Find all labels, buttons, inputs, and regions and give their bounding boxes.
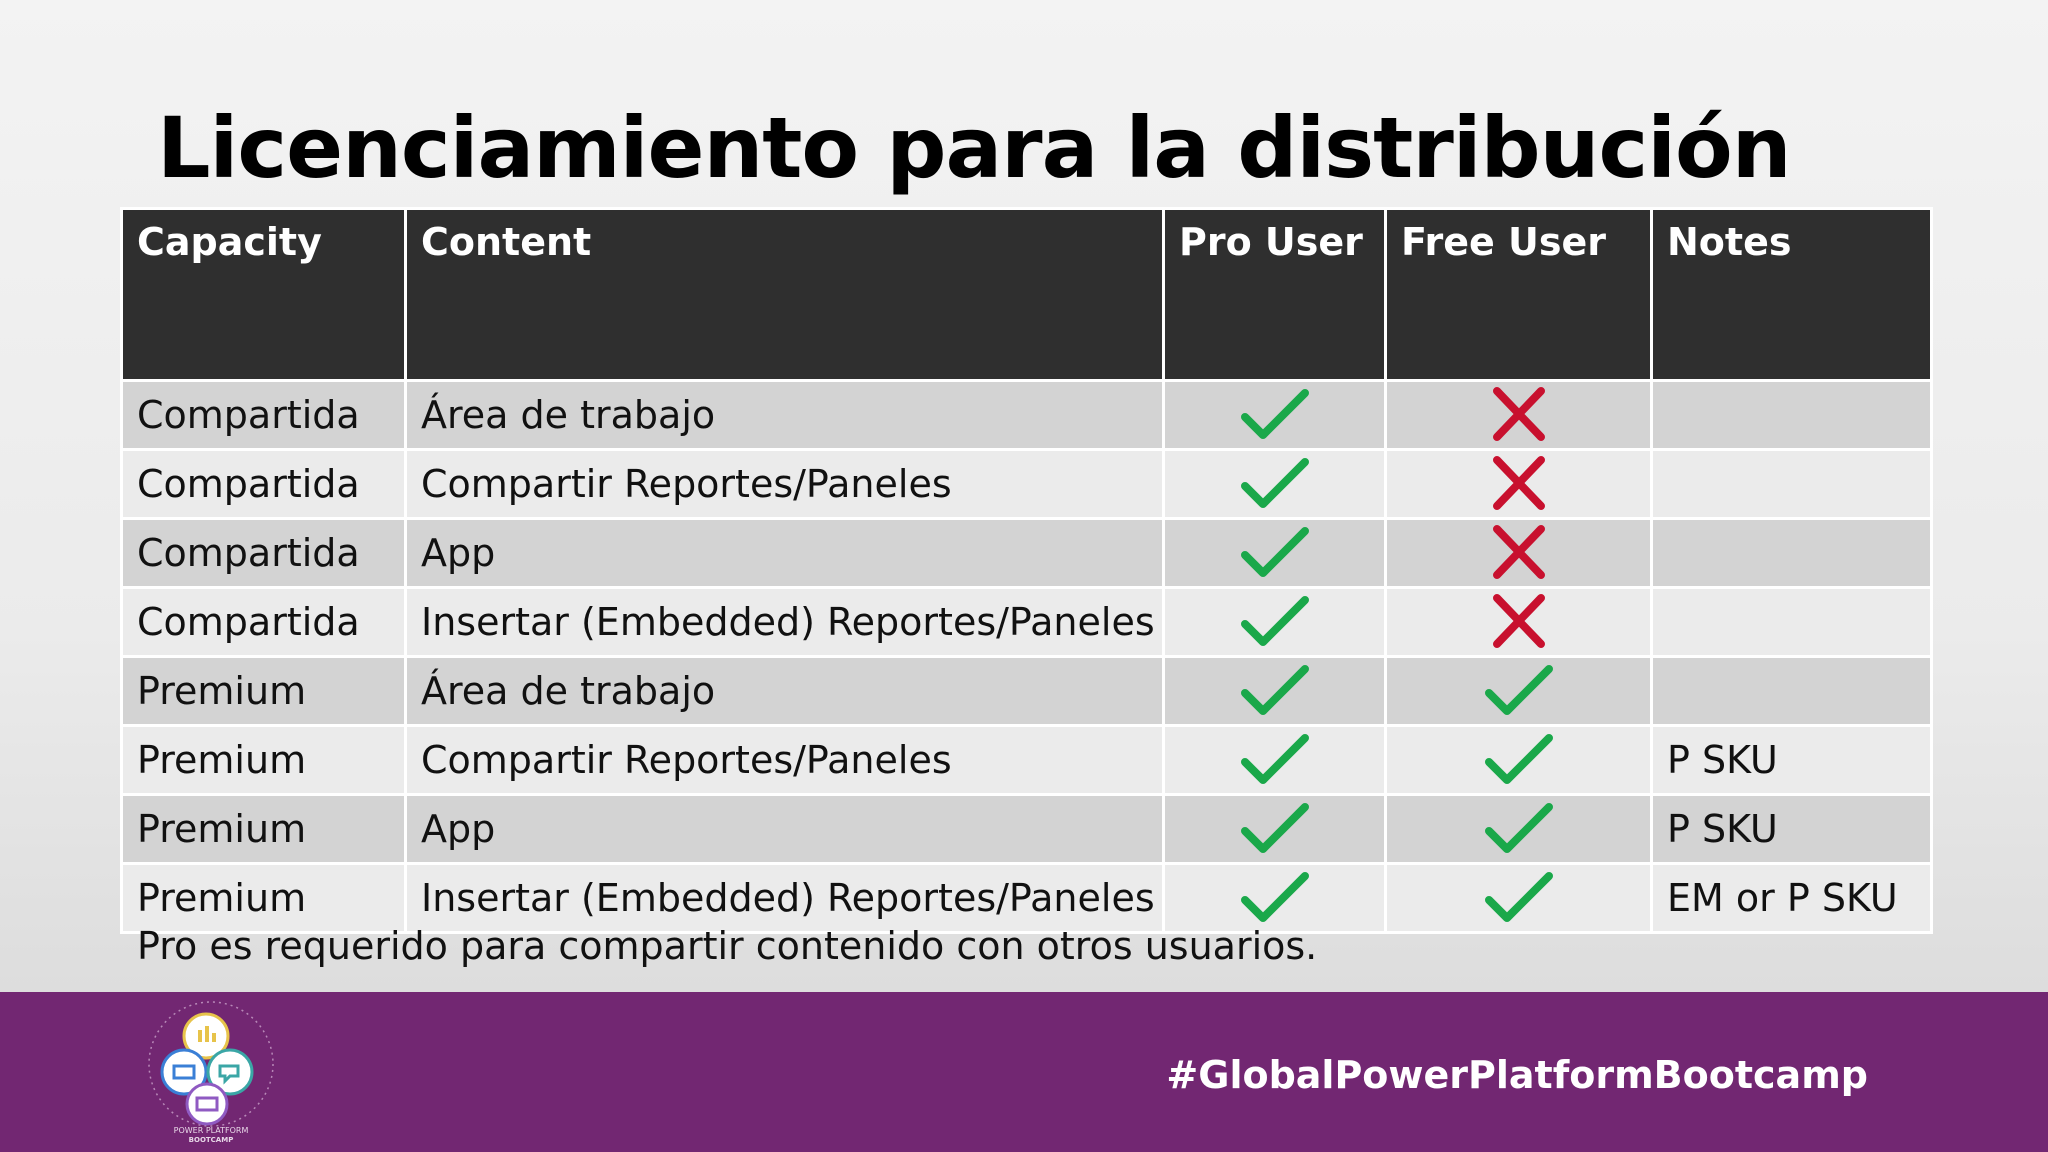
cell-capacity: Compartida <box>120 586 407 658</box>
cell-capacity: Premium <box>120 655 407 727</box>
cell-free-user <box>1384 379 1653 451</box>
cell-content: Compartir Reportes/Paneles <box>404 448 1165 520</box>
cell-notes: P SKU <box>1650 724 1933 796</box>
cell-content: Insertar (Embedded) Reportes/Paneles <box>404 586 1165 658</box>
cell-notes <box>1650 379 1933 451</box>
check-icon <box>1240 803 1309 853</box>
cross-icon <box>1492 387 1545 441</box>
cell-free-user <box>1384 724 1653 796</box>
header-capacity: Capacity <box>120 207 407 382</box>
cell-pro-user <box>1162 724 1387 796</box>
table-header-row: Capacity Content Pro User Free User Note… <box>120 207 1933 382</box>
cell-capacity: Premium <box>120 724 407 796</box>
check-icon <box>1240 527 1309 577</box>
header-notes: Notes <box>1650 207 1933 382</box>
cell-notes <box>1650 448 1933 520</box>
table-row: Compartida Insertar (Embedded) Reportes/P… <box>120 586 1933 658</box>
cell-capacity: Premium <box>120 793 407 865</box>
check-icon <box>1240 389 1309 439</box>
cell-pro-user <box>1162 862 1387 934</box>
cell-capacity: Compartida <box>120 517 407 589</box>
check-icon <box>1240 665 1309 715</box>
table-row: Compartida Compartir Reportes/Paneles <box>120 448 1933 520</box>
slide-title: Licenciamiento para la distribución <box>157 99 1792 197</box>
header-content: Content <box>404 207 1165 382</box>
check-icon <box>1484 803 1553 853</box>
cell-capacity: Premium <box>120 862 407 934</box>
cell-notes <box>1650 517 1933 589</box>
cell-free-user <box>1384 448 1653 520</box>
cell-notes: EM or P SKU <box>1650 862 1933 934</box>
check-icon <box>1240 596 1309 646</box>
cell-content: App <box>404 517 1165 589</box>
cell-pro-user <box>1162 517 1387 589</box>
check-icon <box>1484 734 1553 784</box>
cell-free-user <box>1384 655 1653 727</box>
cell-content: App <box>404 793 1165 865</box>
cell-free-user <box>1384 793 1653 865</box>
cell-free-user <box>1384 517 1653 589</box>
footer-bar <box>0 992 2048 1152</box>
cell-pro-user <box>1162 379 1387 451</box>
cross-icon <box>1492 594 1545 648</box>
table-row: Premium App P SKU <box>120 793 1933 865</box>
hashtag: #GlobalPowerPlatformBootcamp <box>1166 1053 1868 1097</box>
check-icon <box>1240 872 1309 922</box>
cell-capacity: Compartida <box>120 448 407 520</box>
header-free-user: Free User <box>1384 207 1653 382</box>
cross-icon <box>1492 456 1545 510</box>
check-icon <box>1240 734 1309 784</box>
cell-content: Insertar (Embedded) Reportes/Paneles <box>404 862 1165 934</box>
header-pro-user: Pro User <box>1162 207 1387 382</box>
footnote: Pro es requerido para compartir contenid… <box>137 924 1318 968</box>
cell-pro-user <box>1162 655 1387 727</box>
cell-content: Compartir Reportes/Paneles <box>404 724 1165 796</box>
cell-pro-user <box>1162 448 1387 520</box>
cell-notes <box>1650 586 1933 658</box>
svg-text:BOOTCAMP: BOOTCAMP <box>189 1136 234 1144</box>
table-row: Premium Insertar (Embedded) Reportes/Pane… <box>120 862 1933 934</box>
cell-notes: P SKU <box>1650 793 1933 865</box>
cell-notes <box>1650 655 1933 727</box>
cell-free-user <box>1384 862 1653 934</box>
cell-content: Área de trabajo <box>404 379 1165 451</box>
table-row: Premium Área de trabajo <box>120 655 1933 727</box>
power-platform-bootcamp-logo: POWER PLATFORM BOOTCAMP <box>148 1001 274 1144</box>
cell-free-user <box>1384 586 1653 658</box>
cell-content: Área de trabajo <box>404 655 1165 727</box>
check-icon <box>1484 665 1553 715</box>
licensing-table: Capacity Content Pro User Free User Note… <box>120 207 1933 934</box>
check-icon <box>1484 872 1553 922</box>
table-row: Compartida App <box>120 517 1933 589</box>
svg-text:POWER PLATFORM: POWER PLATFORM <box>174 1126 249 1135</box>
cell-capacity: Compartida <box>120 379 407 451</box>
cross-icon <box>1492 525 1545 579</box>
table-body: Compartida Área de trabajo Compartida Compa… <box>120 379 1933 934</box>
table-row: Premium Compartir Reportes/Paneles P SKU <box>120 724 1933 796</box>
check-icon <box>1240 458 1309 508</box>
table-row: Compartida Área de trabajo <box>120 379 1933 451</box>
cell-pro-user <box>1162 586 1387 658</box>
cell-pro-user <box>1162 793 1387 865</box>
